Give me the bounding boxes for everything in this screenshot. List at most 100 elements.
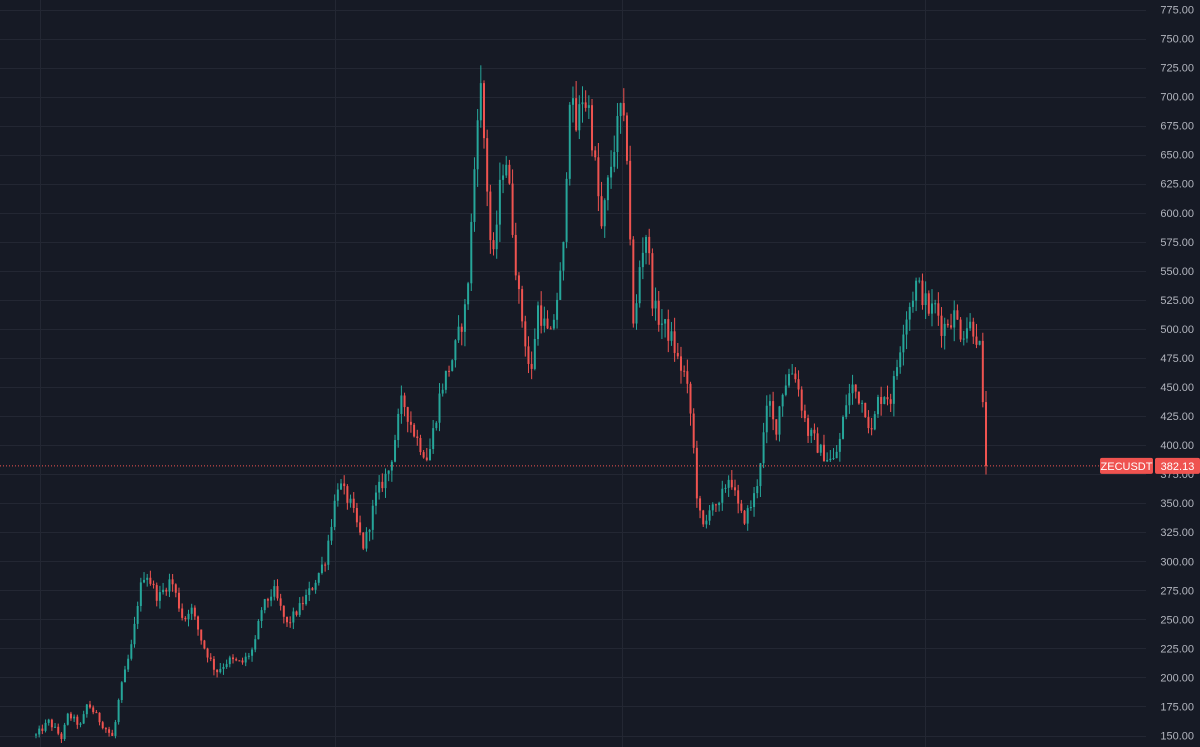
- candle-body: [314, 582, 317, 590]
- candle-body: [565, 178, 568, 242]
- candle-body: [333, 500, 336, 527]
- candle-body: [927, 293, 930, 314]
- candle-body: [85, 704, 88, 715]
- candle-body: [69, 713, 72, 719]
- candle-body: [209, 657, 212, 659]
- candle-body: [365, 531, 368, 549]
- candle-body: [244, 656, 247, 663]
- candle-body: [66, 713, 69, 725]
- candle-body: [797, 379, 800, 390]
- candle-body: [254, 639, 257, 650]
- candle-body: [448, 370, 451, 372]
- candle-body: [190, 607, 193, 614]
- candle-body: [216, 669, 219, 673]
- candle-body: [562, 241, 565, 271]
- candle-body: [489, 191, 492, 241]
- candle-body: [918, 280, 921, 282]
- candle-body: [308, 588, 311, 595]
- candle-body: [702, 510, 705, 525]
- candle-body: [362, 532, 365, 549]
- price-tick-label: 500.00: [1160, 324, 1194, 336]
- candle-body: [444, 370, 447, 390]
- candles: [35, 65, 987, 743]
- candle-body: [765, 405, 768, 433]
- candle-body: [730, 479, 733, 488]
- candle-body: [613, 152, 616, 167]
- candle-body: [432, 428, 435, 450]
- price-tick-label: 400.00: [1160, 440, 1194, 452]
- candle-body: [47, 719, 50, 723]
- candle-body: [571, 98, 574, 105]
- candle-body: [257, 620, 260, 640]
- candle-body: [41, 728, 44, 731]
- candle-body: [946, 323, 949, 326]
- candle-body: [346, 486, 349, 503]
- candle-body: [524, 321, 527, 347]
- candle-body: [438, 393, 441, 423]
- candle-body: [759, 463, 762, 487]
- candle-body: [848, 393, 851, 406]
- candle-body: [460, 326, 463, 332]
- candle-body: [603, 200, 606, 227]
- candle-body: [482, 83, 485, 139]
- candle-body: [930, 303, 933, 314]
- candle-body: [476, 120, 479, 170]
- candle-body: [886, 397, 889, 400]
- candle-body: [911, 300, 914, 307]
- candle-body: [803, 410, 806, 419]
- candle-body: [177, 592, 180, 609]
- candle-body: [724, 487, 727, 489]
- candle-body: [394, 440, 397, 462]
- last-price-tag: [1155, 457, 1200, 474]
- candle-body: [111, 732, 114, 736]
- candle-body: [686, 371, 689, 384]
- candle-body: [416, 436, 419, 439]
- candle-body: [810, 429, 813, 436]
- candle-body: [778, 406, 781, 435]
- candle-body: [311, 588, 314, 590]
- candle-body: [413, 424, 416, 437]
- candle-body: [317, 573, 320, 583]
- candle-body: [753, 493, 756, 508]
- candle-body: [733, 487, 736, 491]
- candle-body: [419, 438, 422, 453]
- candle-body: [247, 655, 250, 657]
- candle-body: [721, 488, 724, 503]
- candle-body: [969, 321, 972, 329]
- candle-body: [282, 605, 285, 617]
- candle-body: [559, 270, 562, 300]
- candle-body: [511, 183, 514, 235]
- price-axis[interactable]: 775.00 750.00 725.00 700.00 675.00 650.00 625.…: [1160, 5, 1194, 743]
- candle-body: [641, 252, 644, 268]
- candle-body: [540, 305, 543, 326]
- candle-body: [635, 303, 638, 324]
- candle-body: [174, 584, 177, 593]
- candle-body: [320, 564, 323, 574]
- candle-body: [54, 726, 57, 728]
- price-tick-label: 250.00: [1160, 614, 1194, 626]
- candle-body: [340, 483, 343, 490]
- candle-body: [711, 504, 714, 511]
- candle-body: [467, 283, 470, 305]
- candle-body: [854, 384, 857, 392]
- candle-body: [600, 196, 603, 227]
- candle-body: [50, 719, 53, 728]
- candle-body: [343, 483, 346, 487]
- candle-body: [330, 526, 333, 541]
- candle-body: [492, 240, 495, 250]
- candle-body: [606, 177, 609, 201]
- candle-body: [533, 339, 536, 369]
- candle-body: [143, 579, 146, 583]
- candle-body: [35, 734, 37, 736]
- candle-body: [181, 608, 184, 618]
- candle-body: [873, 414, 876, 430]
- candle-body: [908, 306, 911, 320]
- candle-body: [133, 623, 136, 645]
- candle-body: [699, 498, 702, 511]
- candle-body: [454, 340, 457, 361]
- candle-body: [679, 356, 682, 371]
- symbol-tag-label: ZECUSDT: [1101, 461, 1153, 473]
- candle-body: [38, 728, 41, 735]
- candle-body: [409, 421, 412, 425]
